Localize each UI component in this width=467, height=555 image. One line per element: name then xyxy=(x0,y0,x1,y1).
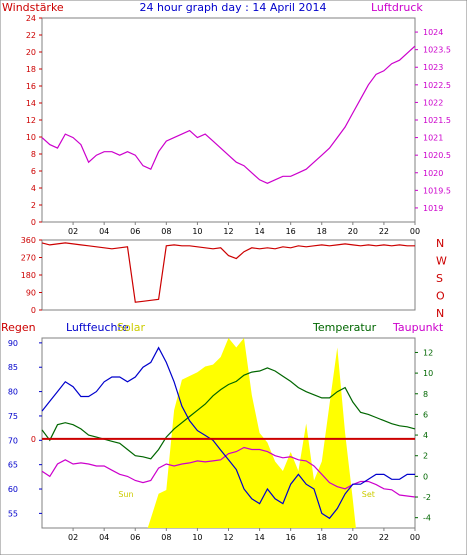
bottom-x-tick-label: 12 xyxy=(223,533,233,542)
left-tick-label: 16 xyxy=(26,82,36,91)
x-tick-label: 02 xyxy=(68,227,78,236)
temperature-tick-label: 4 xyxy=(423,431,428,440)
left-tick-label: 24 xyxy=(26,14,36,23)
bottom-x-tick-label: 18 xyxy=(317,533,327,542)
wind-direction-frame xyxy=(41,239,416,311)
temperatur-label: Temperatur xyxy=(312,321,377,334)
temperature-tick-label: 2 xyxy=(423,452,428,461)
right-tick-label: 1021.5 xyxy=(423,116,451,125)
humidity-tick-label: 65 xyxy=(8,461,18,470)
temperature-tick-label: -4 xyxy=(423,514,431,523)
compass-label: N xyxy=(436,307,444,320)
bottom-x-tick-label: 22 xyxy=(379,533,389,542)
compass-label: S xyxy=(436,272,443,285)
compass-label: N xyxy=(436,237,444,250)
temperature-tick-label: 10 xyxy=(423,369,433,378)
bottom-x-tick-label: 14 xyxy=(254,533,264,542)
left-tick-label: 12 xyxy=(26,116,36,125)
right-tick-label: 1022 xyxy=(423,98,443,107)
left-tick-label: 10 xyxy=(26,133,36,142)
bottom-x-tick-label: 02 xyxy=(68,533,78,542)
sunset-label: Set xyxy=(362,490,375,499)
right-tick-label: 1019.5 xyxy=(423,186,451,195)
wind-direction-line xyxy=(41,242,415,303)
humidity-tick-label: 75 xyxy=(8,412,18,421)
humidity-tick-label: 70 xyxy=(8,436,18,445)
x-tick-label: 10 xyxy=(192,227,202,236)
direction-tick-label: 270 xyxy=(21,254,36,263)
graph-title: 24 hour graph day : 14 April 2014 xyxy=(140,1,327,14)
left-tick-label: 18 xyxy=(26,65,36,74)
right-tick-label: 1024 xyxy=(423,28,443,37)
x-tick-label: 14 xyxy=(254,227,264,236)
direction-tick-label: 360 xyxy=(21,236,36,245)
temperature-tick-label: 6 xyxy=(423,410,428,419)
x-tick-label: 04 xyxy=(99,227,109,236)
chart-marks: 02468101214161820222410191019.510201020.… xyxy=(8,14,451,542)
x-tick-label: 20 xyxy=(348,227,358,236)
left-tick-label: 6 xyxy=(31,167,36,176)
temperature-tick-label: 12 xyxy=(423,348,433,357)
luftfeuchte-label: Luftfeuchte xyxy=(66,321,129,334)
solar-area xyxy=(42,338,415,528)
bottom-x-tick-label: 10 xyxy=(192,533,202,542)
x-tick-label: 22 xyxy=(379,227,389,236)
left-tick-label: 14 xyxy=(26,99,36,108)
left-tick-label: 20 xyxy=(26,48,36,57)
sunrise-label: Sun xyxy=(118,490,133,499)
regen-label: Regen xyxy=(1,321,36,334)
direction-tick-label: 90 xyxy=(26,289,36,298)
x-tick-label: 12 xyxy=(223,227,233,236)
bottom-x-tick-label: 16 xyxy=(286,533,296,542)
left-tick-label: 2 xyxy=(31,201,36,210)
right-tick-label: 1023.5 xyxy=(423,46,451,55)
bottom-x-tick-label: 00 xyxy=(410,533,420,542)
right-tick-label: 1022.5 xyxy=(423,81,451,90)
left-tick-label: 8 xyxy=(31,150,36,159)
right-tick-label: 1019 xyxy=(423,204,443,213)
left-tick-label: 0 xyxy=(31,218,36,227)
x-tick-label: 16 xyxy=(286,227,296,236)
direction-tick-label: 0 xyxy=(31,306,36,315)
humidity-tick-label: 55 xyxy=(8,509,18,518)
x-tick-label: 06 xyxy=(130,227,140,236)
right-tick-label: 1021 xyxy=(423,134,443,143)
humidity-line xyxy=(41,346,415,520)
x-tick-label: 08 xyxy=(161,227,171,236)
rain-zero-label: 0 xyxy=(31,435,36,444)
direction-tick-label: 180 xyxy=(21,271,36,280)
x-tick-label: 00 xyxy=(410,227,420,236)
right-tick-label: 1023 xyxy=(423,63,443,72)
pressure-line xyxy=(41,45,416,184)
left-tick-label: 4 xyxy=(31,184,36,193)
right-tick-label: 1020 xyxy=(423,169,443,178)
luftdruck-label: Luftdruck xyxy=(371,1,423,14)
taupunkt-label: Taupunkt xyxy=(392,321,444,334)
compass-label: W xyxy=(436,255,447,268)
solar-label: Solar xyxy=(117,321,146,334)
temperature-tick-label: 0 xyxy=(423,472,428,481)
compass-label: O xyxy=(436,290,445,303)
x-tick-label: 18 xyxy=(317,227,327,236)
windstaerke-label: Windstärke xyxy=(2,1,64,14)
bottom-x-tick-label: 08 xyxy=(161,533,171,542)
bottom-x-tick-label: 04 xyxy=(99,533,109,542)
bottom-x-tick-label: 20 xyxy=(348,533,358,542)
wind-pressure-frame xyxy=(41,17,416,223)
right-tick-label: 1020.5 xyxy=(423,151,451,160)
humidity-tick-label: 85 xyxy=(8,363,18,372)
bottom-x-tick-label: 06 xyxy=(130,533,140,542)
humidity-tick-label: 90 xyxy=(8,339,18,348)
humidity-tick-label: 60 xyxy=(8,485,18,494)
temperature-tick-label: 8 xyxy=(423,390,428,399)
temperature-tick-label: -2 xyxy=(423,493,431,502)
humidity-tick-label: 80 xyxy=(8,388,18,397)
left-tick-label: 22 xyxy=(26,31,36,40)
